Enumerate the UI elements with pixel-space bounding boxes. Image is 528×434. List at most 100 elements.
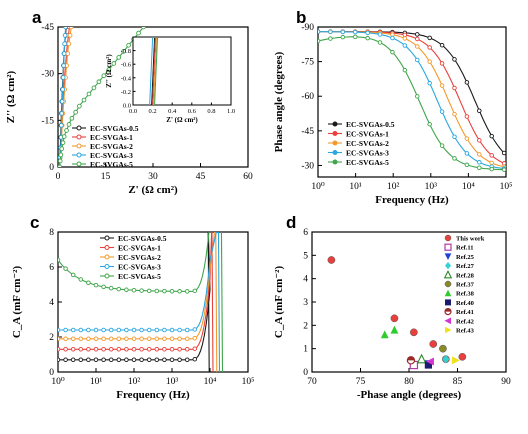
- legend-label: Ref.38: [456, 291, 475, 298]
- inset-series-line: [149, 37, 154, 106]
- data-point: [58, 357, 61, 362]
- legend-marker: [76, 134, 82, 140]
- data-point: [439, 61, 445, 66]
- data-point: [489, 166, 494, 172]
- inset-series-line: [151, 37, 156, 106]
- data-point: [86, 280, 91, 285]
- data-point: [78, 347, 84, 352]
- data-point: [464, 80, 470, 85]
- data-point: [63, 27, 68, 30]
- data-point: [352, 34, 358, 40]
- inset-x-tick-label: 0.2: [149, 108, 157, 115]
- legend-marker: [445, 326, 452, 334]
- data-point: [131, 287, 137, 293]
- legend-marker: [444, 317, 451, 325]
- data-point: [501, 150, 506, 156]
- data-point: [192, 346, 198, 351]
- data-point: [86, 336, 91, 342]
- legend-label: Ref.40: [456, 300, 474, 307]
- legend-marker-half: [445, 308, 451, 312]
- inset-series-line: [152, 37, 157, 106]
- x-tick-label: 85: [453, 377, 463, 387]
- data-point: [116, 327, 122, 333]
- data-point: [116, 347, 122, 352]
- inset-x-tick-label: 0.4: [168, 108, 177, 115]
- legend-label: Ref.37: [456, 282, 475, 289]
- panel-label: b: [296, 8, 306, 27]
- data-point: [78, 277, 84, 282]
- data-point: [131, 327, 137, 333]
- data-point: [477, 108, 482, 114]
- x-tick-label: 10⁰: [311, 182, 325, 192]
- data-point: [96, 79, 102, 85]
- inset-x-tick-label: 0.6: [188, 108, 197, 115]
- x-tick-label: 60: [243, 172, 253, 182]
- legend-label: EC-SVGAs-1: [346, 130, 389, 139]
- data-point: [162, 357, 167, 363]
- data-point: [66, 122, 72, 127]
- y-tick-label: 1: [303, 345, 308, 355]
- data-point: [124, 357, 129, 363]
- data-point: [427, 45, 432, 50]
- data-point: [108, 327, 114, 333]
- data-point: [101, 284, 106, 290]
- data-point: [60, 140, 66, 146]
- data-point: [58, 152, 64, 158]
- data-point: [162, 336, 167, 342]
- legend-marker: [104, 245, 110, 250]
- x-axis-label: Z' (Ω cm²): [128, 184, 178, 196]
- data-point: [66, 41, 72, 47]
- data-point: [184, 327, 190, 333]
- data-point: [439, 344, 447, 353]
- data-point: [126, 42, 131, 48]
- data-point: [154, 347, 160, 352]
- legend-label: EC-SVGAs-3: [118, 263, 161, 272]
- data-point: [184, 347, 190, 352]
- data-point: [452, 111, 457, 117]
- data-point: [78, 327, 84, 333]
- panel-label: d: [286, 213, 296, 232]
- y-tick-label: 4: [303, 275, 308, 285]
- data-point: [439, 109, 445, 114]
- panel-a: a 0 15 30 45 60 0 -15 -30 -45 Z' (Ω cm²) Z'' (Ω cm²…: [5, 8, 253, 196]
- data-point: [91, 85, 97, 91]
- y-tick-label: 8: [49, 228, 54, 238]
- data-point: [131, 336, 137, 342]
- y-axis-label: Phase angle (degrees): [273, 51, 285, 152]
- x-tick-label: 10³: [166, 377, 179, 387]
- data-point: [101, 327, 106, 333]
- inset-y-tick-label: -0.2: [121, 89, 131, 96]
- data-point: [60, 75, 66, 80]
- y-tick-label: -30: [41, 70, 54, 80]
- x-tick-label: 10¹: [349, 182, 362, 192]
- x-tick-label: 10³: [425, 182, 438, 192]
- data-point: [464, 151, 470, 156]
- y-axis-label: C_A (mF cm⁻²): [11, 266, 23, 339]
- data-point: [451, 356, 460, 365]
- data-point: [106, 67, 112, 72]
- data-point: [67, 33, 73, 38]
- data-point: [78, 357, 84, 363]
- legend-label: Ref.25: [456, 254, 475, 261]
- legend-label: Ref.42: [456, 318, 474, 325]
- data-point: [415, 32, 420, 37]
- data-point: [452, 156, 457, 161]
- data-point: [154, 327, 160, 333]
- data-point: [141, 27, 146, 30]
- data-point: [402, 36, 408, 41]
- legend-label: EC-SVGAs-5: [118, 272, 161, 281]
- inset-x-tick-label: 1.0: [227, 108, 235, 115]
- legend-label: This work: [456, 236, 485, 243]
- data-point: [184, 357, 190, 363]
- inset-y-tick-label: -0.4: [121, 75, 132, 82]
- data-point: [192, 335, 198, 341]
- data-point: [86, 347, 91, 352]
- data-point: [464, 114, 470, 119]
- legend-label: EC-SVGAs-2: [346, 139, 389, 148]
- data-point: [477, 152, 482, 157]
- legend-marker: [332, 131, 338, 136]
- data-point: [169, 357, 175, 363]
- data-point: [78, 336, 84, 342]
- x-tick-label: 80: [404, 377, 414, 387]
